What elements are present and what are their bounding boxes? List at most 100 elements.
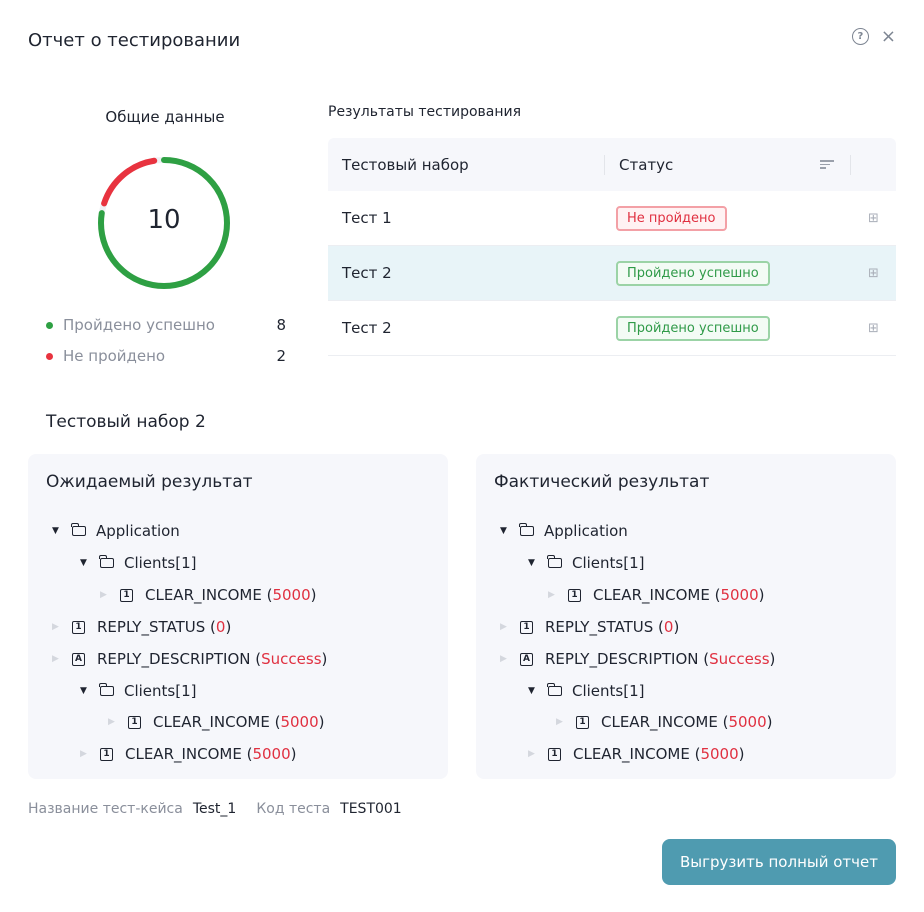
node-label: CLEAR_INCOME	[145, 586, 262, 604]
tree-node[interactable]: ▶ A REPLY_DESCRIPTION (Success)	[52, 650, 328, 668]
summary-title: Общие данные	[105, 108, 225, 126]
tree-node[interactable]: ▶ 1 CLEAR_INCOME (5000)	[556, 713, 773, 731]
number-type-icon: 1	[576, 715, 589, 729]
total-count: 10	[147, 205, 181, 235]
caret-down-icon[interactable]: ▼	[52, 526, 59, 536]
tree-node[interactable]: ▶ 1 REPLY_STATUS (0)	[52, 618, 232, 636]
row-set-name: Тест 2	[342, 319, 392, 337]
string-type-icon: A	[520, 652, 533, 666]
tree-node[interactable]: ▼ Application	[52, 522, 180, 540]
status-badge: Пройдено успешно	[616, 315, 770, 341]
case-name-value: Test_1	[192, 801, 237, 817]
node-value: 0	[215, 618, 226, 636]
legend-failed-label: Не пройдено	[63, 347, 166, 365]
number-type-icon: 1	[100, 747, 113, 761]
node-label: CLEAR_INCOME	[125, 745, 242, 763]
caret-right-icon: ▶	[52, 622, 59, 632]
caret-right-icon: ▶	[500, 654, 507, 664]
table-row[interactable]: Тест 1 Не пройдено ⊞	[328, 191, 896, 246]
node-label: CLEAR_INCOME	[573, 745, 690, 763]
table-header: Тестовый набор Статус	[328, 138, 896, 191]
caret-right-icon: ▶	[52, 654, 59, 664]
node-label: CLEAR_INCOME	[593, 586, 710, 604]
test-meta: Название тест-кейса Test_1 Код теста TES…	[28, 801, 412, 817]
node-label: CLEAR_INCOME	[153, 713, 270, 731]
actual-result-panel: Фактический результат ▼ Application ▼ Cl…	[476, 454, 896, 779]
close-icon[interactable]: ×	[880, 26, 896, 47]
folder-icon	[519, 523, 534, 536]
node-value: 5000	[252, 745, 291, 763]
table-row[interactable]: Тест 2 Пройдено успешно ⊞	[328, 246, 896, 301]
number-type-icon: 1	[128, 715, 141, 729]
sort-icon[interactable]	[820, 160, 834, 169]
node-label: REPLY_DESCRIPTION	[545, 650, 699, 668]
tree-node[interactable]: ▼ Clients[1]	[80, 682, 197, 700]
status-badge: Пройдено успешно	[616, 260, 770, 286]
tree-node[interactable]: ▶ 1 CLEAR_INCOME (5000)	[100, 586, 317, 604]
case-name-label: Название тест-кейса	[28, 801, 183, 817]
node-label: Application	[544, 522, 628, 540]
hierarchy-icon[interactable]: ⊞	[868, 320, 879, 336]
passed-dot-icon	[46, 321, 53, 329]
string-type-icon: A	[72, 652, 85, 666]
node-value: 0	[663, 618, 674, 636]
caret-right-icon: ▶	[500, 622, 507, 632]
column-header-status[interactable]: Статус	[619, 155, 674, 174]
export-full-report-button[interactable]: Выгрузить полный отчет	[662, 839, 896, 885]
folder-icon	[547, 683, 562, 696]
number-type-icon: 1	[520, 620, 533, 634]
tree-node[interactable]: ▶ 1 CLEAR_INCOME (5000)	[108, 713, 325, 731]
summary-donut-chart	[98, 157, 230, 289]
row-set-name: Тест 1	[342, 209, 392, 227]
node-value: 5000	[272, 586, 311, 604]
node-value: 5000	[700, 745, 739, 763]
donut-arc-passed	[98, 157, 230, 289]
node-label: Clients[1]	[572, 682, 645, 700]
table-row[interactable]: Тест 2 Пройдено успешно ⊞	[328, 301, 896, 356]
node-label: Clients[1]	[572, 554, 645, 572]
tree-node[interactable]: ▼ Application	[500, 522, 628, 540]
legend-passed-label: Пройдено успешно	[63, 316, 215, 334]
selected-set-title: Тестовый набор 2	[46, 412, 206, 432]
caret-down-icon[interactable]: ▼	[528, 686, 535, 696]
node-label: REPLY_DESCRIPTION	[97, 650, 251, 668]
caret-right-icon: ▶	[528, 749, 535, 759]
caret-down-icon[interactable]: ▼	[528, 558, 535, 568]
legend-failed: Не пройдено 2	[46, 347, 286, 365]
results-title: Результаты тестирования	[328, 104, 522, 120]
test-code-value: TEST001	[340, 801, 402, 817]
tree-node[interactable]: ▶ 1 REPLY_STATUS (0)	[500, 618, 680, 636]
hierarchy-icon[interactable]: ⊞	[868, 210, 879, 226]
node-value: Success	[709, 650, 770, 668]
column-header-set[interactable]: Тестовый набор	[342, 155, 469, 174]
legend-failed-count: 2	[276, 347, 286, 365]
tree-node[interactable]: ▶ 1 CLEAR_INCOME (5000)	[548, 586, 765, 604]
status-badge: Не пройдено	[616, 205, 727, 231]
caret-down-icon[interactable]: ▼	[80, 686, 87, 696]
tree-node[interactable]: ▼ Clients[1]	[528, 554, 645, 572]
tree-node[interactable]: ▶ 1 CLEAR_INCOME (5000)	[528, 745, 745, 763]
expected-result-title: Ожидаемый результат	[46, 472, 253, 492]
number-type-icon: 1	[548, 747, 561, 761]
folder-icon	[99, 683, 114, 696]
tree-node[interactable]: ▼ Clients[1]	[528, 682, 645, 700]
node-label: Clients[1]	[124, 554, 197, 572]
caret-right-icon: ▶	[556, 717, 563, 727]
tree-node[interactable]: ▶ A REPLY_DESCRIPTION (Success)	[500, 650, 776, 668]
caret-down-icon[interactable]: ▼	[500, 526, 507, 536]
hierarchy-icon[interactable]: ⊞	[868, 265, 879, 281]
help-icon[interactable]: ?	[851, 28, 869, 45]
node-value: 5000	[728, 713, 767, 731]
caret-right-icon: ▶	[100, 590, 107, 600]
caret-right-icon: ▶	[108, 717, 115, 727]
node-label: Clients[1]	[124, 682, 197, 700]
number-type-icon: 1	[568, 588, 581, 602]
dialog-title: Отчет о тестировании	[28, 30, 241, 51]
actual-result-title: Фактический результат	[494, 472, 710, 492]
tree-node[interactable]: ▶ 1 CLEAR_INCOME (5000)	[80, 745, 297, 763]
tree-node[interactable]: ▼ Clients[1]	[80, 554, 197, 572]
caret-down-icon[interactable]: ▼	[80, 558, 87, 568]
number-type-icon: 1	[72, 620, 85, 634]
number-type-icon: 1	[120, 588, 133, 602]
node-label: REPLY_STATUS	[545, 618, 654, 636]
